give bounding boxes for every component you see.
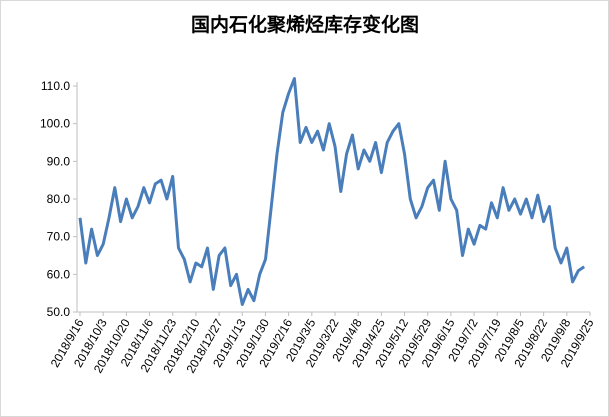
data-line	[78, 77, 586, 306]
y-tick-label: 110.0	[41, 79, 70, 93]
y-tick-label: 100.0	[40, 117, 70, 131]
chart-title: 国内石化聚烯烃库存变化图	[191, 13, 419, 36]
y-tick-label: 50.0	[47, 305, 71, 319]
y-tick-label: 60.0	[47, 267, 71, 281]
y-tick-label: 80.0	[47, 192, 71, 206]
y-tick-label: 70.0	[47, 230, 71, 244]
y-tick-label: 90.0	[47, 154, 71, 168]
